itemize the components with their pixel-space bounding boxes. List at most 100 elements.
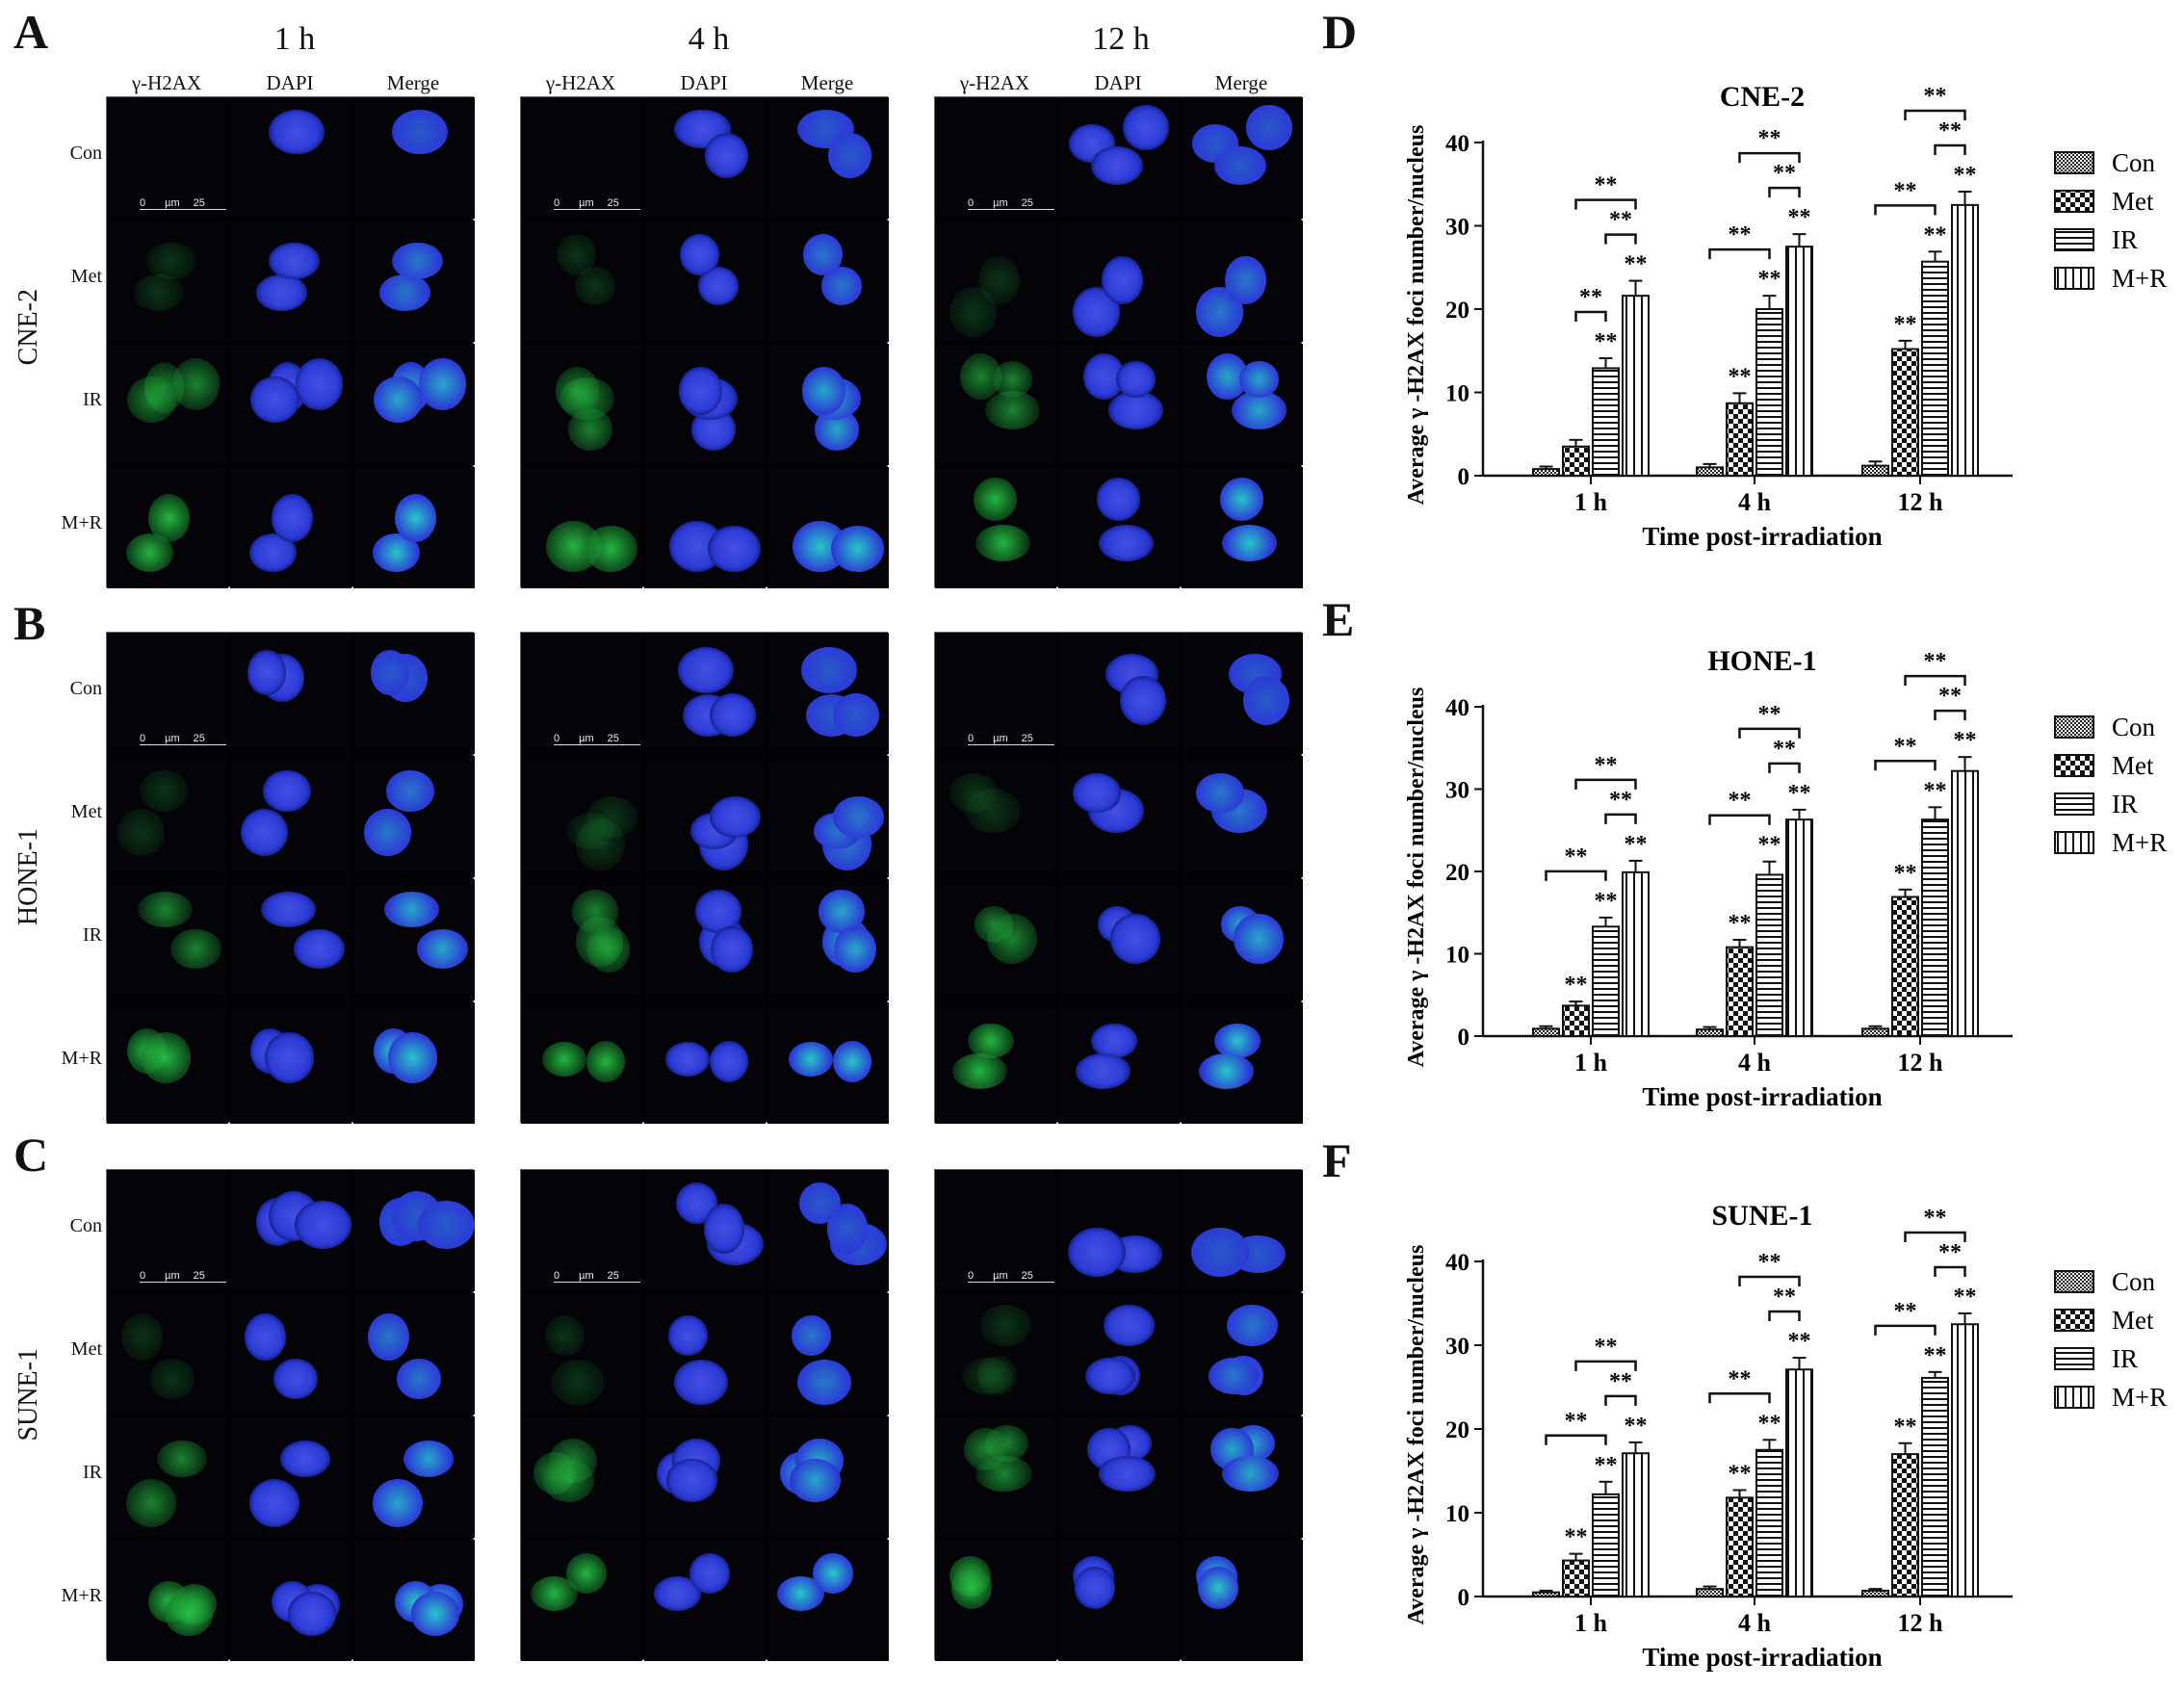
- bracket-significance-mark: **: [1924, 1206, 1947, 1231]
- panel-letter-d: D: [1322, 5, 1358, 59]
- significance-mark: **: [1625, 1414, 1648, 1439]
- legend-swatch-ir: [2054, 792, 2094, 816]
- treatment-label: IR: [83, 924, 102, 946]
- micrograph-tile: [353, 1002, 475, 1124]
- micrograph-tile: [1058, 221, 1180, 342]
- micrograph-tile: [935, 1416, 1056, 1538]
- nucleus: [117, 808, 165, 857]
- micrograph-tile: [521, 344, 642, 465]
- micrograph-tile: 0 µm 25: [521, 633, 642, 754]
- significance-bracket: [1574, 778, 1637, 790]
- bar-con: [1861, 1027, 1889, 1038]
- micrograph-block: 0 µm 25: [520, 96, 889, 588]
- significance-mark: **: [1894, 1415, 1917, 1440]
- nucleus: [689, 1553, 730, 1594]
- nucleus: [1221, 1455, 1279, 1493]
- micrograph-tile: [644, 1170, 766, 1291]
- nucleus: [802, 367, 846, 415]
- micrograph-tile: [1182, 1293, 1303, 1415]
- micrograph-tile: [521, 1540, 642, 1661]
- bar-mrr: [1951, 203, 1979, 477]
- micrograph-tile: 0 µm 25: [521, 97, 642, 219]
- treatment-label: Con: [69, 143, 102, 164]
- significance-mark: **: [1625, 832, 1648, 857]
- legend-label: Met: [2112, 1306, 2154, 1335]
- y-tick-label: 10: [1445, 381, 1469, 407]
- bracket-significance-mark: **: [1938, 118, 1962, 143]
- bar-ir: [1755, 873, 1783, 1037]
- nucleus: [586, 796, 638, 839]
- nucleus: [248, 1479, 299, 1528]
- nucleus: [1103, 1304, 1155, 1346]
- nucleus: [268, 242, 321, 280]
- nucleus: [263, 769, 311, 813]
- nucleus: [1238, 361, 1279, 398]
- treatment-label: M+R: [61, 1585, 102, 1606]
- significance-mark: **: [1565, 1525, 1588, 1550]
- micrograph-tile: [767, 879, 889, 1000]
- micrograph-tile: [644, 1540, 766, 1661]
- bracket-significance-mark: **: [1894, 178, 1917, 203]
- significance-mark: **: [1788, 781, 1811, 806]
- bracket-significance-mark: **: [1729, 789, 1752, 814]
- nucleus: [260, 891, 317, 928]
- bar-met: [1891, 348, 1919, 477]
- nucleus: [1110, 914, 1160, 965]
- legend-label: IR: [2112, 790, 2138, 818]
- micrograph-tile: [521, 756, 642, 877]
- y-tick-label: 20: [1445, 298, 1469, 324]
- legend-label: IR: [2112, 1344, 2138, 1373]
- nucleus: [961, 1357, 1012, 1395]
- nucleus: [419, 358, 467, 410]
- significance-mark: **: [1625, 252, 1648, 277]
- nucleus: [1222, 524, 1278, 562]
- micrograph-tile: [1058, 879, 1180, 1000]
- significance-bracket: [1738, 1275, 1801, 1287]
- micrograph-tile: [353, 97, 475, 219]
- x-axis-label: Time post-irradiation: [1642, 1643, 1882, 1672]
- column-label-gamma-h2ax: γ-H2AX: [959, 71, 1030, 94]
- nucleus: [121, 1313, 163, 1362]
- micrograph-tile: [521, 221, 642, 342]
- micrograph-tile: [935, 467, 1056, 588]
- column-label-gamma-h2ax: γ-H2AX: [131, 71, 202, 94]
- nucleus: [574, 267, 616, 306]
- panel-letter-a: A: [13, 5, 49, 59]
- time-label-1h: 1 h: [273, 21, 316, 57]
- column-label-merge: Merge: [386, 71, 440, 94]
- nucleus: [801, 647, 858, 694]
- bar-met: [1562, 445, 1590, 478]
- scale-bar-unit: µm: [579, 1270, 594, 1282]
- micrograph-tile: 0 µm 25: [107, 97, 228, 219]
- bar-con: [1696, 1588, 1724, 1598]
- legend-label: Con: [2112, 713, 2156, 741]
- y-tick-label: 10: [1445, 943, 1469, 969]
- column-label-dapi: DAPI: [1094, 71, 1142, 94]
- significance-bracket: [1768, 762, 1801, 773]
- nucleus: [679, 367, 723, 415]
- nucleus: [789, 1041, 834, 1078]
- y-axis-label: Average γ -H2AX foci number/nucleus: [1404, 125, 1429, 506]
- nucleus: [678, 647, 735, 694]
- bracket-significance-mark: **: [1579, 285, 1602, 310]
- scale-bar-value: 25: [607, 197, 619, 209]
- nucleus: [830, 526, 884, 572]
- scale-bar-value: 25: [193, 1270, 205, 1282]
- nucleus: [296, 358, 344, 410]
- chart-title: HONE-1: [1707, 645, 1816, 677]
- scale-bar-value: 25: [1021, 197, 1033, 209]
- micrograph-tile: [644, 633, 766, 754]
- nucleus: [374, 376, 424, 424]
- significance-bracket: [1768, 186, 1801, 198]
- micrograph-tile: [1182, 344, 1303, 465]
- bar-con: [1532, 1591, 1560, 1598]
- significance-mark: **: [1758, 833, 1781, 858]
- bar-mrr: [1622, 870, 1650, 1037]
- x-tick-label: 4 h: [1738, 1609, 1772, 1637]
- nucleus: [673, 1359, 729, 1405]
- nucleus: [572, 890, 618, 933]
- bar-mrr: [1951, 1323, 1979, 1597]
- nucleus: [265, 1032, 315, 1083]
- column-label-gamma-h2ax: γ-H2AX: [545, 71, 616, 94]
- micrograph-tile: [767, 1002, 889, 1124]
